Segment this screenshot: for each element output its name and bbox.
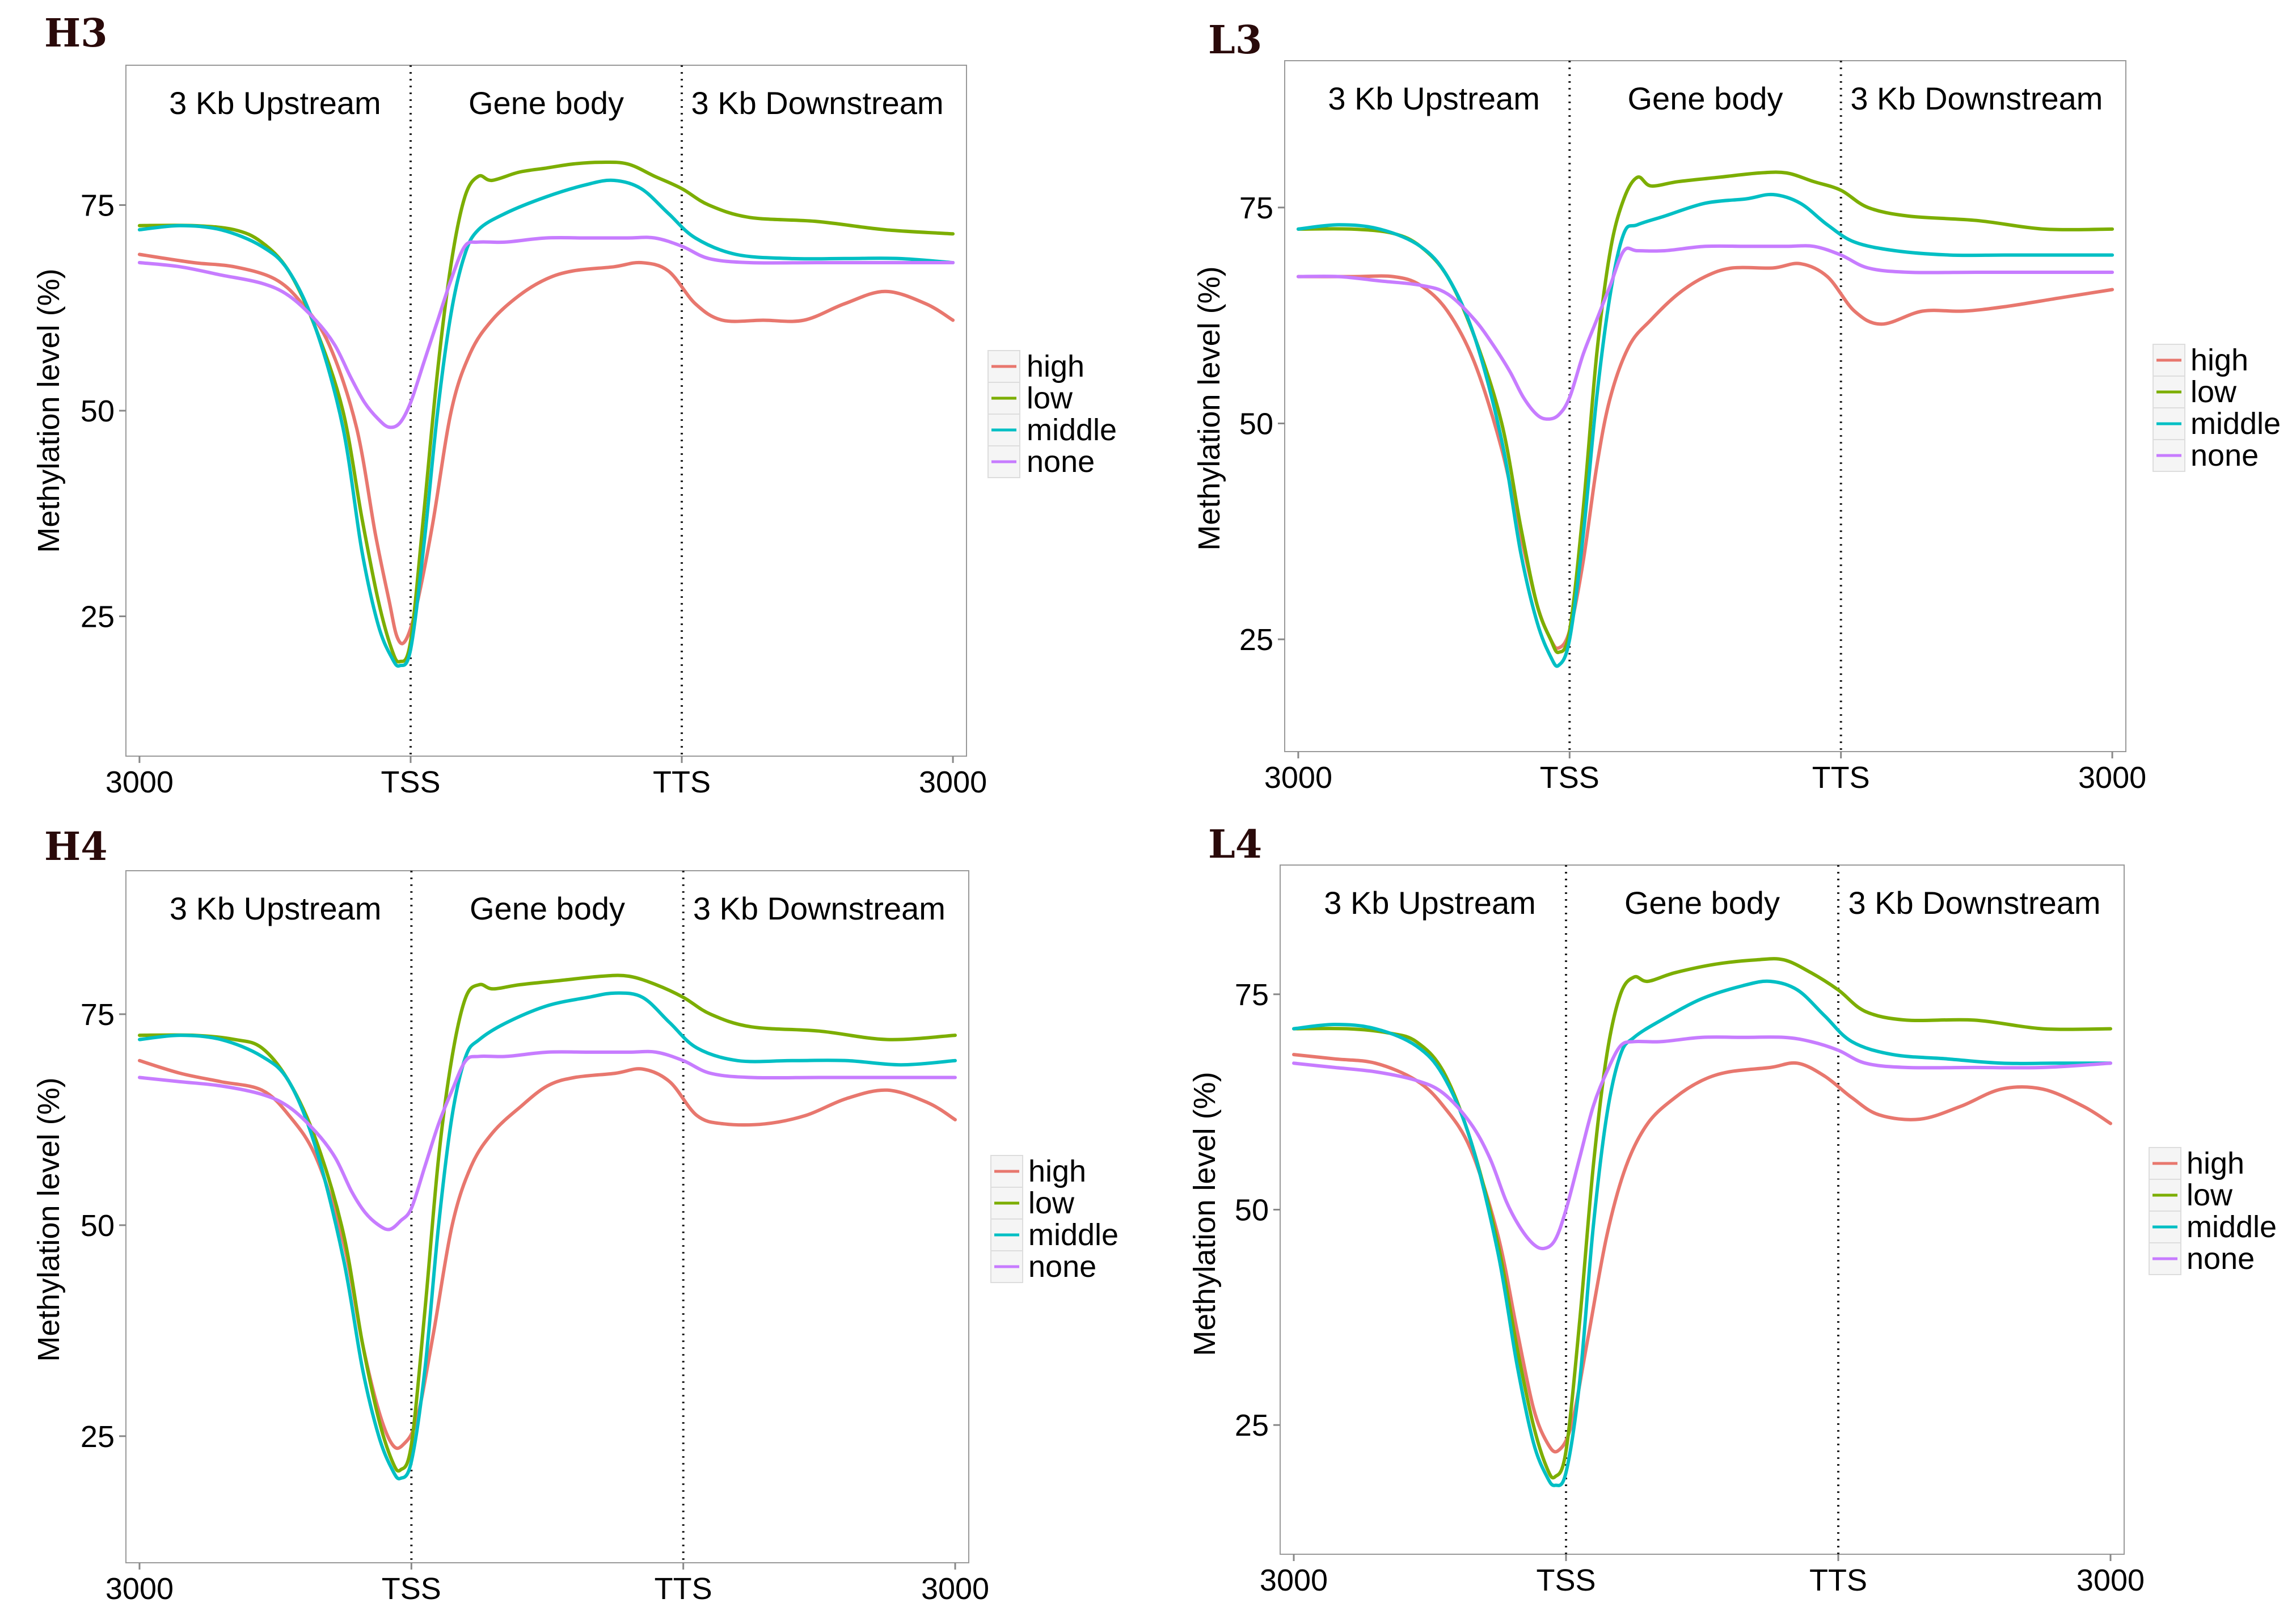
y-tick-label: 50 (81, 1209, 115, 1243)
x-tick-label: TSS (381, 765, 440, 799)
x-tick-label: TTS (653, 765, 711, 799)
legend-l4: high low middle none (2149, 1146, 2277, 1276)
x-tick-label: 3000 (921, 1572, 989, 1606)
plot-layer-l3: 3 Kb Upstream Gene body 3 Kb Downstream 25 5… (1239, 61, 2146, 795)
x-tick-label: 3000 (105, 1572, 174, 1606)
legend-label-low: low (2187, 1178, 2233, 1212)
legend-label-none: none (2191, 438, 2259, 473)
legend-label-high: high (1027, 349, 1084, 383)
region-label: 3 Kb Downstream (691, 85, 944, 121)
y-tick-label: 25 (81, 600, 115, 634)
panel-title-l4: L4 (1208, 822, 1262, 867)
legend-label-high: high (2187, 1146, 2244, 1180)
y-axis-label: Methylation level (%) (32, 1077, 66, 1361)
plot-frame (125, 870, 969, 1563)
panel-l4: L4 3 Kb Upstream Gene body 3 Kb Downstream… (1188, 822, 2277, 1597)
x-tick-label: 3000 (105, 765, 174, 799)
x-tick-label: 3000 (1264, 761, 1332, 795)
region-label: 3 Kb Downstream (693, 891, 946, 926)
panel-l3: L3 3 Kb Upstream Gene body 3 Kb Downstream… (1192, 18, 2281, 795)
x-tick-label: 3000 (2076, 1563, 2145, 1597)
y-tick-label: 50 (1239, 407, 1273, 441)
region-label: Gene body (1628, 81, 1783, 116)
y-tick-label: 25 (81, 1420, 115, 1454)
y-tick-label: 75 (1235, 978, 1269, 1012)
panel-title-l3: L3 (1208, 18, 1262, 63)
plot-layer-l4: 3 Kb Upstream Gene body 3 Kb Downstream 25 5… (1235, 865, 2145, 1597)
series-line-high (1296, 261, 2114, 650)
series-line-high (138, 1058, 957, 1450)
x-tick-label: TTS (655, 1572, 712, 1606)
y-tick-label: 75 (81, 189, 115, 223)
region-label: 3 Kb Upstream (169, 85, 381, 121)
plot-layer-h3: 3 Kb Upstream Gene body 3 Kb Downstream 25 5… (81, 65, 987, 799)
x-tick-label: TTS (1812, 761, 1870, 795)
panel-title-h3: H3 (44, 11, 108, 56)
region-label: 3 Kb Upstream (1328, 81, 1540, 116)
region-label: 3 Kb Downstream (1848, 885, 2100, 921)
region-label: 3 Kb Upstream (170, 891, 382, 926)
legend-label-low: low (2191, 375, 2237, 409)
series-line-middle (138, 991, 957, 1481)
y-tick-label: 25 (1235, 1408, 1269, 1442)
y-tick-label: 50 (81, 394, 115, 428)
legend-label-middle: middle (1028, 1218, 1119, 1252)
legend-label-middle: middle (1027, 413, 1117, 447)
series-line-none (1296, 244, 2114, 421)
region-label: 3 Kb Upstream (1324, 885, 1536, 921)
plot-frame (1284, 60, 2126, 752)
series-line-high (137, 252, 955, 646)
series-line-none (137, 235, 955, 429)
region-label: 3 Kb Downstream (1850, 81, 2103, 116)
series-line-none (1292, 1035, 2112, 1251)
series-line-high (1292, 1053, 2112, 1454)
y-axis-label: Methylation level (%) (1188, 1072, 1222, 1356)
region-label: Gene body (470, 891, 625, 926)
x-tick-label: TTS (1809, 1563, 1867, 1597)
legend-label-none: none (1027, 445, 1095, 479)
legend-l3: high low middle none (2152, 343, 2281, 473)
y-tick-label: 25 (1239, 623, 1273, 657)
legend-label-low: low (1027, 381, 1073, 415)
legend-label-middle: middle (2187, 1210, 2277, 1244)
series-line-middle (1296, 192, 2114, 668)
region-label: Gene body (469, 85, 624, 121)
series-line-low (138, 973, 957, 1473)
legend-label-middle: middle (2191, 407, 2281, 441)
plot-layer-h4: 3 Kb Upstream Gene body 3 Kb Downstream 25 5… (81, 871, 989, 1606)
y-tick-label: 75 (1239, 191, 1273, 225)
series-line-none (138, 1049, 957, 1231)
y-axis-label: Methylation level (%) (32, 268, 66, 552)
x-tick-label: TSS (382, 1572, 441, 1606)
x-tick-label: 3000 (2078, 761, 2146, 795)
x-tick-label: 3000 (1260, 1563, 1328, 1597)
y-tick-label: 75 (81, 998, 115, 1032)
region-label: Gene body (1624, 885, 1780, 921)
legend-label-none: none (1028, 1250, 1096, 1284)
x-tick-label: TSS (1536, 1563, 1596, 1597)
legend-h4: high low middle none (990, 1154, 1119, 1284)
y-tick-label: 50 (1235, 1193, 1269, 1228)
panel-h3: H3 3 Kb Upstream Gene body 3 Kb Downstream… (32, 11, 1117, 799)
x-tick-label: TSS (1540, 761, 1599, 795)
series-line-middle (137, 178, 955, 668)
x-tick-label: 3000 (919, 765, 987, 799)
y-axis-label: Methylation level (%) (1192, 266, 1226, 550)
legend-label-high: high (2191, 343, 2248, 377)
panel-title-h4: H4 (44, 824, 108, 870)
legend-label-high: high (1028, 1154, 1086, 1188)
legend-label-none: none (2187, 1242, 2255, 1276)
legend-label-low: low (1028, 1186, 1075, 1220)
series-line-middle (1292, 979, 2112, 1487)
panel-h4: H4 3 Kb Upstream Gene body 3 Kb Downstream… (32, 824, 1119, 1606)
legend-h3: high low middle none (987, 349, 1117, 479)
